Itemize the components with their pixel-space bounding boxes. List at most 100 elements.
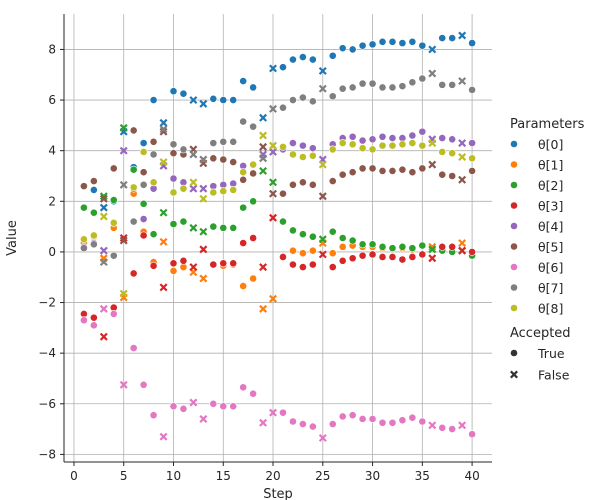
point-rejected xyxy=(189,263,198,272)
point-accepted xyxy=(468,167,476,175)
point-accepted xyxy=(219,96,228,104)
point-accepted xyxy=(308,260,317,269)
point-accepted xyxy=(358,164,367,173)
point-rejected xyxy=(199,245,208,254)
point-accepted xyxy=(468,154,476,163)
point-accepted xyxy=(229,186,238,194)
point-accepted xyxy=(348,254,357,263)
point-accepted xyxy=(80,235,88,244)
point-accepted xyxy=(229,158,238,166)
point-accepted xyxy=(139,199,148,208)
point-rejected xyxy=(159,283,168,292)
point-accepted xyxy=(368,415,377,423)
point-rejected xyxy=(99,203,108,212)
point-rejected xyxy=(199,194,208,203)
point-accepted xyxy=(149,137,158,146)
point-accepted xyxy=(229,223,238,232)
point-accepted xyxy=(169,140,178,149)
point-rejected xyxy=(189,184,198,193)
point-accepted xyxy=(398,242,407,251)
point-accepted xyxy=(308,180,317,189)
point-accepted xyxy=(289,260,297,269)
point-accepted xyxy=(368,240,377,249)
point-rejected xyxy=(99,212,108,221)
x-tick-label: 35 xyxy=(415,469,430,483)
point-accepted xyxy=(468,430,476,439)
point-rejected xyxy=(259,131,268,140)
point-accepted xyxy=(358,251,367,260)
point-accepted xyxy=(408,37,417,46)
y-tick-label: 6 xyxy=(48,93,56,107)
point-accepted xyxy=(219,223,228,232)
point-accepted xyxy=(438,34,447,42)
point-accepted xyxy=(378,141,387,150)
point-accepted xyxy=(109,218,118,227)
point-accepted xyxy=(358,136,367,145)
legend-label: θ[4] xyxy=(538,219,563,234)
point-accepted xyxy=(408,168,417,177)
point-accepted xyxy=(289,180,297,189)
point-accepted xyxy=(368,79,377,88)
point-accepted xyxy=(418,164,427,173)
point-accepted xyxy=(89,186,98,194)
series-theta-1 xyxy=(80,189,476,313)
axes xyxy=(60,14,492,466)
point-accepted xyxy=(229,96,238,104)
legend-series-entries: θ[0] θ[1] θ[2] θ[3] θ[4] θ[5] θ[6] θ[7] θ[8] xyxy=(510,137,563,316)
point-accepted xyxy=(398,140,407,149)
point-accepted xyxy=(348,140,357,149)
point-accepted xyxy=(398,416,407,425)
x-tick-label: 20 xyxy=(265,469,280,483)
point-rejected xyxy=(99,304,108,313)
point-accepted xyxy=(239,203,248,212)
point-accepted xyxy=(249,274,258,283)
point-accepted xyxy=(388,134,397,142)
legend-label: θ[1] xyxy=(538,158,563,173)
point-accepted xyxy=(129,344,138,353)
point-rejected xyxy=(428,69,437,78)
legend-accepted-entries: True False xyxy=(510,346,570,383)
point-rejected xyxy=(458,31,467,40)
point-accepted xyxy=(348,236,357,245)
point-accepted xyxy=(249,234,258,242)
legend-label: θ[6] xyxy=(538,260,563,275)
point-accepted xyxy=(239,77,248,85)
legend-label: True xyxy=(537,346,565,361)
point-rejected xyxy=(318,66,327,75)
point-accepted xyxy=(239,383,248,392)
point-accepted xyxy=(368,40,377,49)
point-rejected xyxy=(318,192,327,201)
x-tick-label: 10 xyxy=(166,469,181,483)
point-accepted xyxy=(298,53,307,61)
point-rejected xyxy=(428,139,437,148)
point-accepted xyxy=(328,92,337,101)
point-rejected xyxy=(99,194,108,203)
point-accepted xyxy=(328,263,337,272)
point-accepted xyxy=(239,168,248,177)
legend-label: θ[7] xyxy=(538,281,563,296)
legend-label: θ[3] xyxy=(538,199,563,214)
point-accepted xyxy=(239,282,248,290)
point-accepted xyxy=(139,380,148,389)
point-accepted xyxy=(279,217,287,226)
point-accepted xyxy=(328,145,337,154)
point-accepted xyxy=(169,174,178,183)
legend-label: θ[8] xyxy=(538,301,563,316)
point-accepted xyxy=(468,39,476,48)
point-accepted xyxy=(348,132,357,141)
point-accepted xyxy=(338,242,347,251)
point-accepted xyxy=(89,240,98,249)
point-rejected xyxy=(159,127,168,136)
point-accepted xyxy=(368,164,377,173)
legend-marker xyxy=(510,140,518,148)
point-rejected xyxy=(269,189,278,198)
point-accepted xyxy=(239,117,248,126)
point-rejected xyxy=(119,234,128,242)
point-accepted xyxy=(418,417,427,426)
point-accepted xyxy=(438,134,447,142)
point-accepted xyxy=(139,139,148,147)
point-accepted xyxy=(378,37,387,46)
point-accepted xyxy=(179,256,188,265)
point-accepted xyxy=(129,126,138,135)
point-rejected xyxy=(318,433,327,442)
